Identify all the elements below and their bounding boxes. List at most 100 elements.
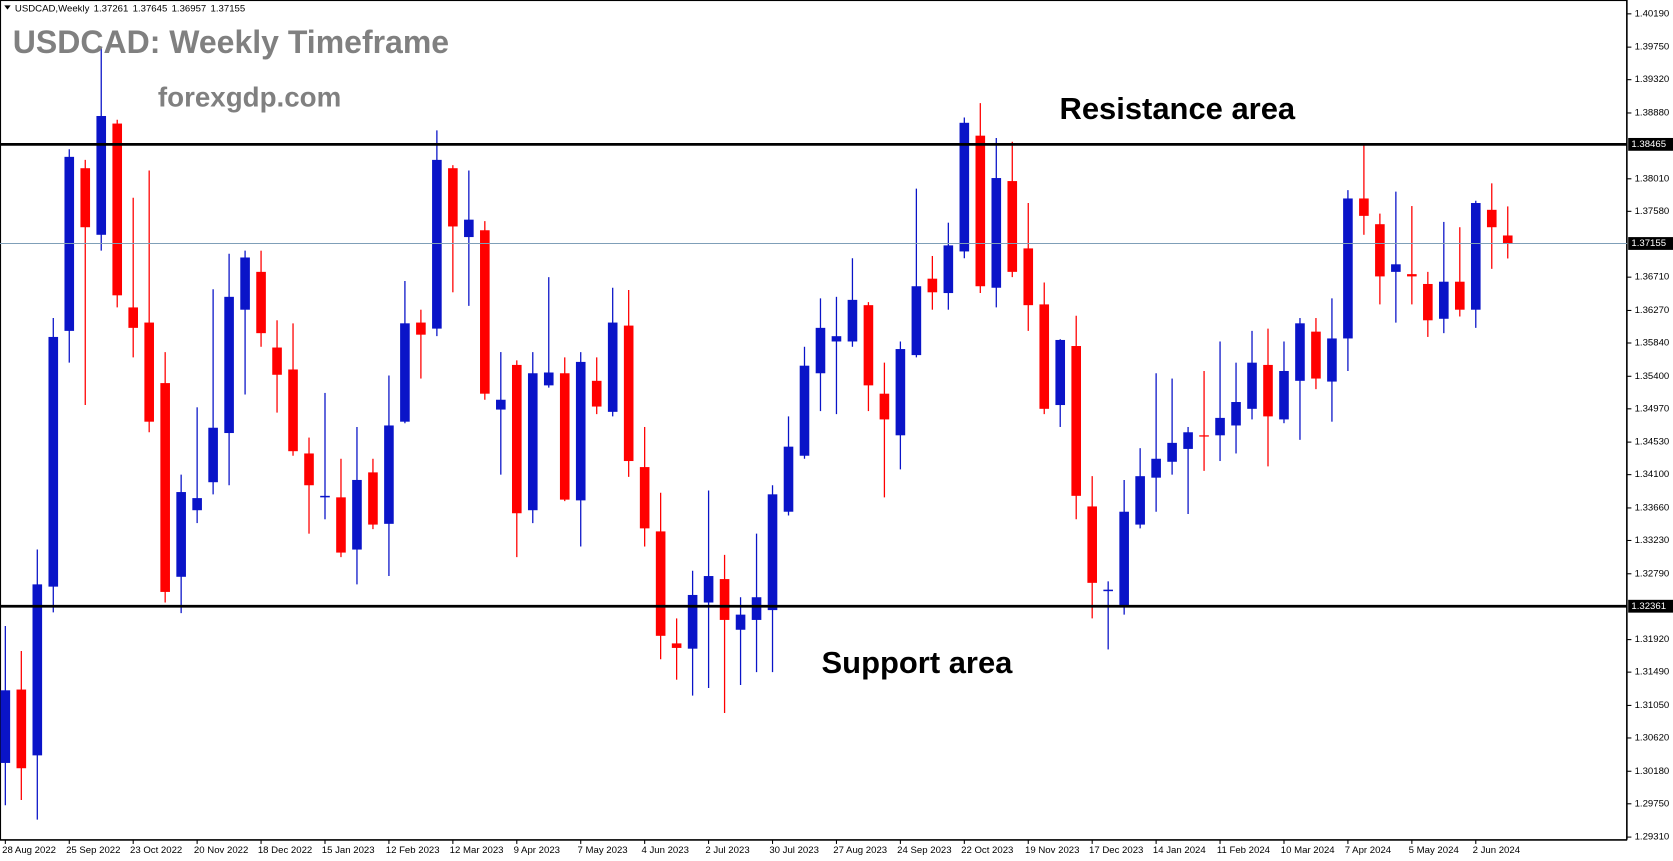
support-tag-label: 1.32361 xyxy=(1631,601,1666,612)
x-tick-label: 7 May 2023 xyxy=(578,845,628,856)
x-tick-label: 12 Mar 2023 xyxy=(450,845,504,856)
candle-body xyxy=(432,159,442,329)
candle-body xyxy=(176,492,186,577)
candle-body xyxy=(719,579,730,620)
candle-body xyxy=(1375,224,1385,277)
x-tick-label: 28 Aug 2022 xyxy=(2,845,56,856)
candle-body xyxy=(1359,198,1369,216)
candle-body xyxy=(320,495,330,498)
candle-body xyxy=(1039,304,1050,409)
x-tick-label: 30 Jul 2023 xyxy=(769,845,819,856)
candle-body xyxy=(511,364,522,514)
resistance-annotation: Resistance area xyxy=(1059,91,1295,126)
candle-body xyxy=(0,690,11,763)
candle-body xyxy=(783,446,794,512)
candles xyxy=(0,47,1513,820)
x-tick-label: 25 Sep 2022 xyxy=(66,845,120,856)
candle-body xyxy=(1343,198,1353,339)
candle-body xyxy=(1486,209,1497,228)
x-tick-label: 14 Jan 2024 xyxy=(1153,845,1206,856)
y-tick-label: 1.29310 xyxy=(1635,832,1670,843)
candle-body xyxy=(751,597,762,620)
candle-body xyxy=(336,497,346,553)
candle-body xyxy=(128,307,139,328)
y-tick-label: 1.34100 xyxy=(1635,469,1670,480)
candle-body xyxy=(1215,417,1225,436)
x-tick-label: 12 Feb 2023 xyxy=(386,845,440,856)
x-tick-label: 15 Jan 2023 xyxy=(322,845,375,856)
x-tick-label: 23 Oct 2022 xyxy=(130,845,182,856)
candle-body xyxy=(144,322,154,422)
candle-body xyxy=(192,498,202,511)
candle-body xyxy=(591,380,602,407)
candle-body xyxy=(16,689,27,769)
candle-body xyxy=(1407,274,1417,277)
candle-body xyxy=(304,453,314,486)
candle-body xyxy=(767,494,778,611)
candle-body xyxy=(735,614,746,630)
resistance-tag xyxy=(1628,137,1673,151)
y-tick-label: 1.30620 xyxy=(1635,732,1670,743)
y-tick-label: 1.31050 xyxy=(1635,700,1670,711)
candle-body xyxy=(543,372,554,386)
candle-body xyxy=(799,365,810,456)
candle-body xyxy=(80,168,91,228)
candle-body xyxy=(959,122,970,252)
candle-body xyxy=(1087,506,1097,583)
y-tick-label: 1.36710 xyxy=(1635,272,1670,283)
candle-body xyxy=(208,427,218,483)
candle-body xyxy=(224,296,234,434)
x-tick-label: 17 Dec 2023 xyxy=(1089,845,1143,856)
candle-body xyxy=(1135,476,1145,525)
x-tick-label: 5 May 2024 xyxy=(1409,845,1460,856)
candle-body xyxy=(607,322,618,412)
x-tick-label: 27 Aug 2023 xyxy=(833,845,887,856)
candle-body xyxy=(1327,338,1337,382)
candle-body xyxy=(384,425,394,524)
y-tick-label: 1.38880 xyxy=(1635,108,1670,119)
current-price-tag xyxy=(1628,237,1673,250)
header-open: 1.37261 xyxy=(94,3,129,14)
y-tick-label: 1.36270 xyxy=(1635,305,1670,316)
candle-body xyxy=(272,347,282,375)
candle-body xyxy=(655,531,666,636)
candle-body xyxy=(1055,339,1066,406)
candle-body xyxy=(1263,364,1273,417)
candle-body xyxy=(879,393,890,420)
header-close: 1.37155 xyxy=(211,3,246,14)
y-tick-label: 1.35400 xyxy=(1635,371,1670,382)
candle-body xyxy=(1391,264,1401,272)
y-tick-label: 1.33230 xyxy=(1635,535,1670,546)
support-annotation: Support area xyxy=(822,645,1014,680)
header-arrow xyxy=(4,5,11,10)
candle-body xyxy=(559,373,570,500)
y-tick-label: 1.39320 xyxy=(1635,74,1670,85)
x-tick-label: 19 Nov 2023 xyxy=(1025,845,1079,856)
candle-body xyxy=(1119,511,1129,608)
support-tag xyxy=(1628,599,1673,613)
header: USDCAD,Weekly 1.37261 1.37645 1.36957 1.3715… xyxy=(15,3,245,14)
candle-body xyxy=(831,336,842,342)
candle-body xyxy=(1007,181,1018,272)
x-tick-label: 9 Apr 2023 xyxy=(514,845,560,856)
candle-body xyxy=(1071,346,1082,496)
x-tick-label: 2 Jul 2023 xyxy=(705,845,749,856)
candle-body xyxy=(1103,589,1113,592)
y-tick-label: 1.34970 xyxy=(1635,403,1670,414)
x-tick-label: 22 Oct 2023 xyxy=(961,845,1013,856)
candle-body xyxy=(927,278,938,293)
y-tick-label: 1.31490 xyxy=(1635,667,1670,678)
candle-body xyxy=(400,323,410,422)
candle-body xyxy=(1247,362,1257,409)
y-tick-label: 1.33660 xyxy=(1635,502,1670,513)
candle-body xyxy=(847,299,858,342)
candle-body xyxy=(639,467,650,529)
y-tick-label: 1.31920 xyxy=(1635,634,1670,645)
y-tick-label: 1.30180 xyxy=(1635,766,1670,777)
candle-body xyxy=(671,643,682,648)
header-low: 1.36957 xyxy=(172,3,207,14)
x-tick-label: 20 Nov 2022 xyxy=(194,845,248,856)
